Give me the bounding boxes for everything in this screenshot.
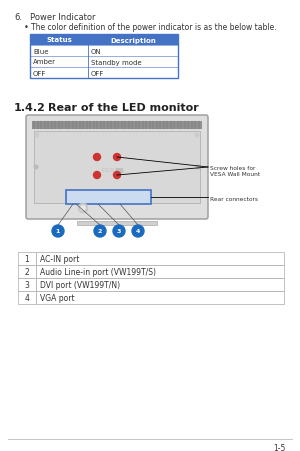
Bar <box>66 191 151 205</box>
Circle shape <box>196 165 200 170</box>
Circle shape <box>113 172 121 179</box>
Bar <box>77 221 157 226</box>
Circle shape <box>132 226 144 238</box>
Text: Screw holes for
VESA Wall Mount: Screw holes for VESA Wall Mount <box>210 166 260 176</box>
Text: 2: 2 <box>98 229 102 234</box>
Circle shape <box>52 226 64 238</box>
Circle shape <box>94 154 100 161</box>
Text: 1.4.2: 1.4.2 <box>14 103 46 113</box>
Bar <box>30 57 88 68</box>
Bar <box>30 68 88 79</box>
Circle shape <box>94 226 106 238</box>
Bar <box>88 68 178 79</box>
Text: 1: 1 <box>25 254 29 263</box>
Bar <box>30 35 178 79</box>
Bar <box>88 57 178 68</box>
Text: 3: 3 <box>117 229 121 234</box>
Text: The color definition of the power indicator is as the below table.: The color definition of the power indica… <box>31 23 277 32</box>
Text: DVI port (VW199T/N): DVI port (VW199T/N) <box>40 281 120 290</box>
Bar <box>18 278 36 291</box>
Text: Audio Line-in port (VW199T/S): Audio Line-in port (VW199T/S) <box>40 267 156 276</box>
Text: ASUS ██: ASUS ██ <box>101 167 123 172</box>
Bar <box>88 35 178 46</box>
Text: Status: Status <box>46 37 72 43</box>
Circle shape <box>94 172 100 179</box>
Circle shape <box>113 154 121 161</box>
Text: ON: ON <box>91 48 102 55</box>
Circle shape <box>80 206 86 212</box>
Text: 3: 3 <box>25 281 29 290</box>
Text: 4: 4 <box>136 229 140 234</box>
Text: 1: 1 <box>56 229 60 234</box>
Text: Standby mode: Standby mode <box>91 60 142 65</box>
Circle shape <box>113 226 125 238</box>
Bar <box>18 265 36 278</box>
Bar <box>34 132 200 203</box>
Text: Description: Description <box>110 37 156 43</box>
Bar <box>36 265 284 278</box>
Bar <box>36 253 284 265</box>
Text: Power Indicator: Power Indicator <box>30 13 95 22</box>
Text: VGA port: VGA port <box>40 293 75 302</box>
Circle shape <box>34 133 40 138</box>
Circle shape <box>34 165 38 170</box>
Text: 1-5: 1-5 <box>274 443 286 451</box>
Text: Blue: Blue <box>33 48 49 55</box>
Text: OFF: OFF <box>91 70 104 76</box>
Text: 4: 4 <box>25 293 29 302</box>
Bar <box>32 122 202 130</box>
Text: OFF: OFF <box>33 70 46 76</box>
Bar <box>88 46 178 57</box>
Text: 6.: 6. <box>14 13 22 22</box>
Circle shape <box>78 203 88 213</box>
Bar <box>18 253 36 265</box>
Text: Rear connectors: Rear connectors <box>210 197 258 202</box>
Bar <box>36 291 284 304</box>
Text: •: • <box>24 23 29 32</box>
Bar <box>30 46 88 57</box>
Bar <box>18 291 36 304</box>
FancyBboxPatch shape <box>26 116 208 220</box>
Text: 2: 2 <box>25 267 29 276</box>
Text: AC-IN port: AC-IN port <box>40 254 80 263</box>
Text: Amber: Amber <box>33 60 56 65</box>
Text: Rear of the LED monitor: Rear of the LED monitor <box>48 103 199 113</box>
Bar <box>36 278 284 291</box>
Bar <box>30 35 88 46</box>
Circle shape <box>194 133 200 138</box>
